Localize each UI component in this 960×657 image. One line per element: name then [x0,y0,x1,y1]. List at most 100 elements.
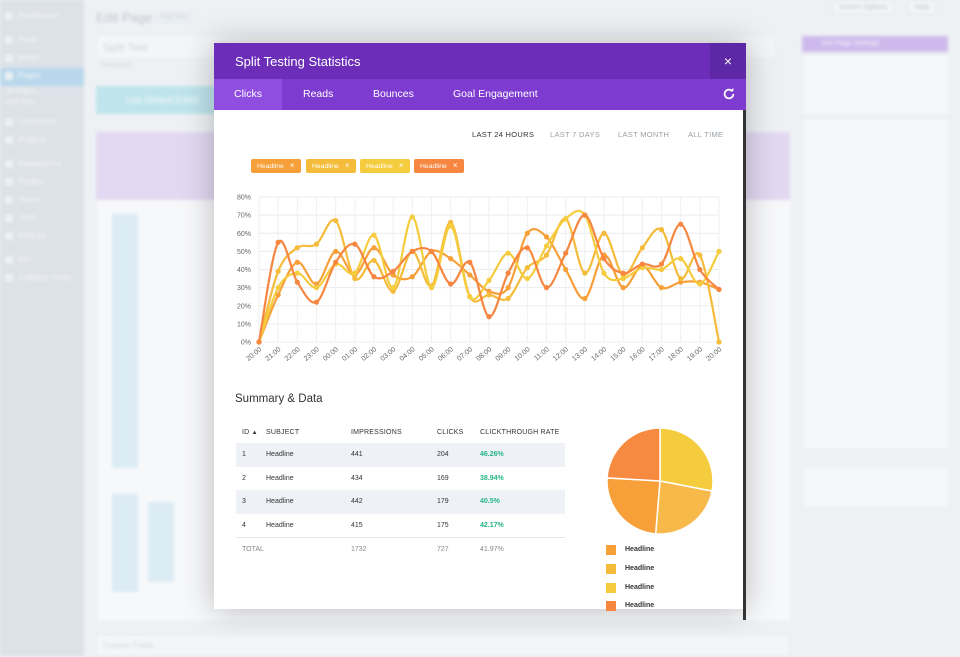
data-point [582,212,588,218]
data-point [505,270,511,276]
sidebar-item-divi[interactable]: Divi [0,252,84,270]
remove-icon[interactable]: × [398,161,404,170]
headline-chip: Headline × [360,159,410,173]
y-tick-label: 10% [237,321,251,328]
screen-options-button[interactable]: Screen Options [832,0,895,15]
refresh-icon[interactable] [722,87,736,101]
sort-up-icon: ▲ [251,429,258,436]
x-tick-label: 20:00 [705,346,723,363]
sidebar-item-tools[interactable]: Tools [0,210,84,228]
cell-id: 4 [242,521,246,529]
total-rate: 41.97% [479,537,565,562]
add-new-button[interactable]: Add New [156,12,193,23]
sidebar-item-comments[interactable]: Comments [0,114,84,132]
data-point [716,248,722,254]
table-row: 1 Headline 441 204 46.26% [236,443,565,467]
x-tick-label: 06:00 [437,346,455,363]
data-point [390,272,396,278]
col-clickthrough-rate[interactable]: CLICKTHROUGH RATE [480,428,560,436]
featured-image-panel [802,466,950,508]
x-tick-label: 22:00 [284,346,302,363]
sidebar-item-plugins[interactable]: Plugins [0,174,84,192]
cell-rate: 46.26% [479,443,565,467]
data-point [639,245,645,251]
data-point [582,270,588,276]
x-tick-label: 00:00 [322,346,340,363]
data-point [658,227,665,233]
remove-icon[interactable]: × [452,161,458,170]
sidebar-sub-add-new[interactable]: Add New [6,99,35,106]
cell-clicks: 204 [436,443,479,467]
data-point [563,266,569,273]
tab-reads[interactable]: Reads [303,88,334,100]
sidebar-item-collapse[interactable]: Collapse menu [0,270,84,288]
x-tick-label: 21:00 [265,346,283,363]
table-row: 4 Headline 415 175 42.17% [236,514,565,538]
data-point [678,279,684,285]
data-point [678,221,684,227]
default-editor-button[interactable]: Use Default Editor [96,86,216,114]
builder-column [112,214,138,374]
data-point [658,266,665,273]
table-header: ID ▲ SUBJECT IMPRESSIONS CLICKS CLICKTHR… [236,421,565,443]
data-point [448,223,454,229]
cell-impressions: 442 [350,490,436,514]
chip-label: Headline [420,163,447,170]
legend-label: Headline [625,565,655,572]
help-button[interactable]: Help [908,0,937,15]
cell-clicks: 175 [437,521,449,529]
close-button[interactable]: × [710,43,746,79]
modal-header: Split Testing Statistics × [214,43,746,79]
y-tick-label: 30% [237,285,251,292]
modal-title: Split Testing Statistics [235,54,361,69]
range-last-month[interactable]: LAST MONTH [618,130,670,139]
sidebar-item-settings[interactable]: Settings [0,228,84,246]
tab-bounces[interactable]: Bounces [373,88,414,100]
legend-label: Headline [625,602,655,609]
range-all-time[interactable]: ALL TIME [688,130,724,139]
data-point [390,285,396,291]
sidebar-item-appearance[interactable]: Appearance [0,156,84,174]
x-tick-label: 23:00 [303,346,321,363]
modal-scrollbar[interactable] [743,110,746,620]
sidebar-item-pages[interactable]: Pages [0,68,84,86]
range-last-24-hours[interactable]: LAST 24 HOURS [472,130,535,139]
col-id[interactable]: ID ▲ [242,428,258,436]
y-tick-label: 20% [237,303,251,310]
col-impressions[interactable]: IMPRESSIONS [351,428,402,436]
data-point [313,241,320,247]
total-clicks: 727 [436,537,479,562]
data-point [313,299,320,305]
x-tick-label: 05:00 [418,346,436,363]
tab-goal-engagement[interactable]: Goal Engagement [453,88,538,100]
sidebar-item-media[interactable]: Media [0,50,84,68]
data-point [313,285,320,291]
cell-subject: Headline [265,443,350,467]
sidebar-item-dashboard[interactable]: Dashboard [0,8,84,26]
sidebar-item-users[interactable]: Users [0,192,84,210]
remove-icon[interactable]: × [344,161,350,170]
remove-icon[interactable]: × [289,161,295,170]
permalink-label: Permalink: [100,62,134,69]
col-clicks[interactable]: CLICKS [437,428,464,436]
data-point [716,286,722,293]
cell-impressions: 415 [351,521,363,529]
data-point [371,232,377,238]
sidebar-item-posts[interactable]: Posts [0,32,84,50]
sidebar-sub-all-pages[interactable]: All Pages [6,88,36,95]
sidebar-item-projects[interactable]: Projects [0,132,84,150]
x-tick-label: 11:00 [533,346,551,362]
data-point [409,248,415,254]
range-last-7-days[interactable]: LAST 7 DAYS [550,130,601,139]
data-point [563,216,569,222]
data-point [256,339,262,345]
col-subject[interactable]: SUBJECT [266,428,300,436]
x-tick-label: 03:00 [380,346,398,363]
total-impressions: 1732 [350,537,436,562]
data-point [563,250,569,256]
data-point [524,265,530,271]
x-tick-label: 01:00 [341,346,359,363]
tab-clicks[interactable]: Clicks [214,79,282,110]
data-point [524,275,530,282]
data-point [601,256,607,262]
